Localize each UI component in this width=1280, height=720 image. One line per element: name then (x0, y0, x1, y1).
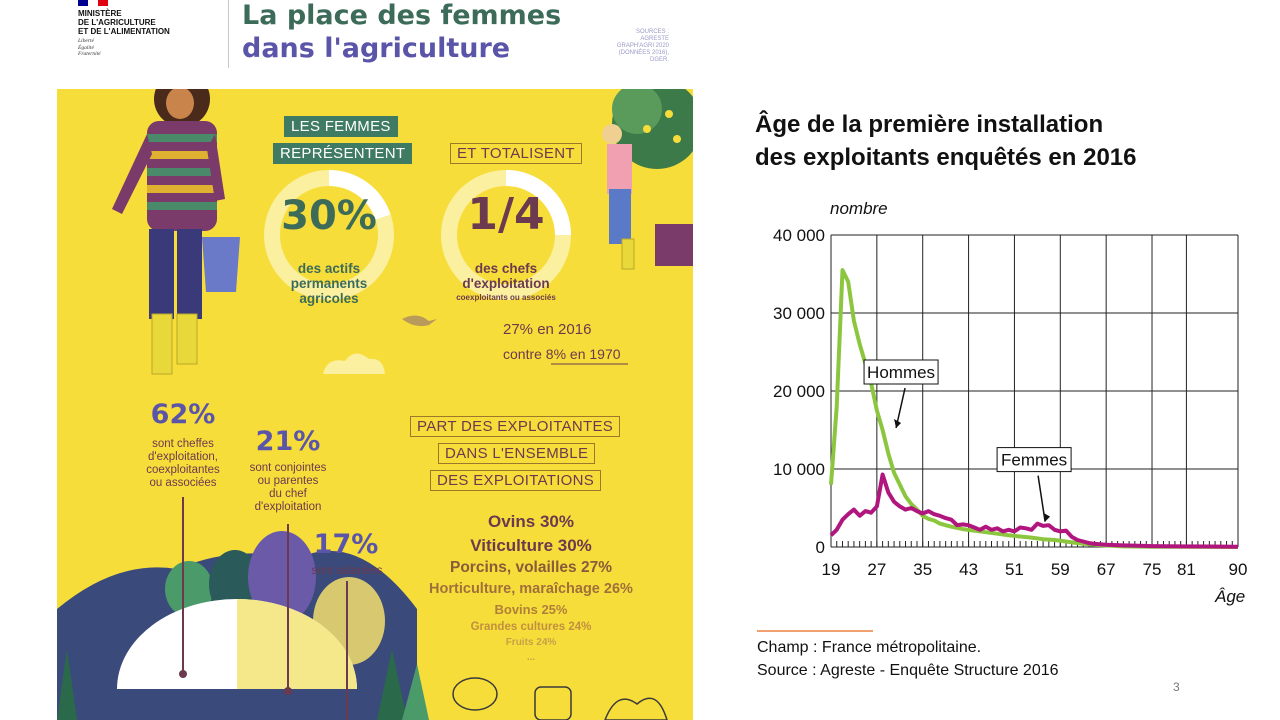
share-item: Ovins 30% (488, 512, 574, 531)
pct-17: 17% (313, 529, 379, 560)
y-tick-label: 30 000 (773, 304, 825, 323)
part-box-line3: DES EXPLOITATIONS (430, 470, 602, 491)
infographic-illustration (57, 89, 693, 720)
hen-icon (604, 697, 668, 720)
series-line-femmes (829, 472, 1239, 549)
share-item: Viticulture 30% (470, 536, 592, 555)
quarter-caption: des chefs d'exploitation (462, 261, 550, 291)
french-flag-icon (78, 0, 108, 6)
header-divider (228, 0, 229, 68)
callout-box (863, 359, 939, 385)
y-axis-unit: nombre (830, 199, 888, 218)
x-tick-label: 81 (1177, 560, 1196, 579)
ministry-name-line: ET DE L'ALIMENTATION (78, 27, 170, 36)
footnote-line: Source : Agreste - Enquête Structure 201… (757, 662, 1059, 679)
callout-box (996, 447, 1072, 473)
pct-17-caption: sont salariées (311, 565, 383, 577)
women-represent-box-line2: REPRÉSENTENT (273, 143, 413, 164)
cloud-icon (323, 353, 385, 374)
stat-2016: 27% en 2016 (503, 321, 592, 338)
motto-line: Fraternité (78, 51, 101, 57)
footnote-rule (757, 630, 873, 632)
page-title-line1: La place des femmes (242, 0, 562, 31)
page-number: 3 (1173, 680, 1180, 694)
pct-62-caption: sont cheffes d'exploitation, coexploitan… (146, 438, 220, 489)
share-item: Porcins, volailles 27% (450, 559, 612, 576)
bird-icon (402, 315, 437, 327)
x-axis-label: Âge (1214, 587, 1245, 606)
pct-21-caption: sont conjointes ou parentes du chef d'ex… (249, 462, 327, 513)
barrel-icon (534, 686, 572, 720)
page-title-line2: dans l'agriculture (242, 33, 511, 64)
ministry-name-line: MINISTÈRE (78, 9, 122, 18)
pct-62: 62% (150, 399, 216, 430)
share-item: Horticulture, maraîchage 26% (429, 581, 633, 597)
age-chart: nombre 0 10 000 20 000 30 000 40 000 19 27 35 43… (773, 199, 1248, 606)
callout-label: Femmes (1001, 451, 1067, 470)
share-item: Fruits 24% (505, 637, 557, 648)
shares-list: Ovins 30% Viticulture 30% Porcins, volai… (381, 512, 681, 672)
arrow-head-icon (894, 419, 902, 428)
share-item: Bovins 25% (494, 602, 568, 617)
one-quarter: 1/4 (467, 189, 545, 240)
part-box-line2: DANS L'ENSEMBLE (438, 443, 596, 464)
share-item: Grandes cultures 24% (470, 621, 592, 633)
y-tick-label: 10 000 (773, 460, 825, 479)
ministry-name-line: DE L'AGRICULTURE (78, 18, 156, 27)
infographic-panel: LES FEMMES REPRÉSENTENT 30% des actifs p… (57, 89, 693, 720)
footnote-line: Champ : France métropolitaine. (757, 639, 982, 656)
share-item: ... (526, 652, 536, 663)
quarter-subcaption: coexploitants ou associés (456, 293, 556, 302)
x-tick-label: 59 (1051, 560, 1070, 579)
y-tick-label: 20 000 (773, 382, 825, 401)
arrow-head-icon (1043, 512, 1051, 522)
chart-title-line2: des exploitants enquêtés en 2016 (755, 144, 1137, 171)
x-tick-label: 67 (1097, 560, 1116, 579)
x-tick-label: 75 (1143, 560, 1162, 579)
chart-title: Âge de la première installation des expl… (755, 108, 1136, 174)
x-tick-label: 35 (913, 560, 932, 579)
pct-30: 30% (281, 193, 377, 239)
motto-line: Égalité (78, 44, 94, 51)
sheep-icon (452, 677, 498, 711)
x-tick-label: 19 (822, 560, 841, 579)
stat-1970: contre 8% en 1970 (503, 346, 621, 362)
motto-line: Liberté (78, 38, 94, 44)
pct-21: 21% (255, 426, 321, 457)
chart-footnote: Champ : France métropolitaine. Source : … (757, 636, 1059, 682)
callout-label: Hommes (867, 363, 935, 382)
pct-30-caption: des actifs permanents agricoles (290, 261, 368, 306)
total-box: ET TOTALISENT (450, 143, 582, 164)
ministry-logo: MINISTÈRE DE L'AGRICULTURE ET DE L'ALIME… (78, 0, 228, 62)
x-tick-label: 51 (1005, 560, 1024, 579)
orchard-woman-illustration (602, 89, 693, 270)
y-tick-label: 0 (816, 538, 825, 557)
x-tick-label: 27 (867, 560, 886, 579)
farmer-woman-illustration (112, 89, 240, 375)
chart-title-line1: Âge de la première installation (755, 111, 1104, 138)
women-represent-box-line1: LES FEMMES (284, 116, 398, 137)
x-tick-label: 43 (959, 560, 978, 579)
sources-note: SOURCES : AGRESTE GRAPH'AGRI 2020 (DONNÉ… (616, 29, 669, 63)
y-tick-label: 40 000 (773, 226, 825, 245)
series-line-hommes (829, 268, 1239, 549)
x-tick-label: 90 (1229, 560, 1248, 579)
part-box-line1: PART DES EXPLOITANTES (410, 416, 621, 437)
